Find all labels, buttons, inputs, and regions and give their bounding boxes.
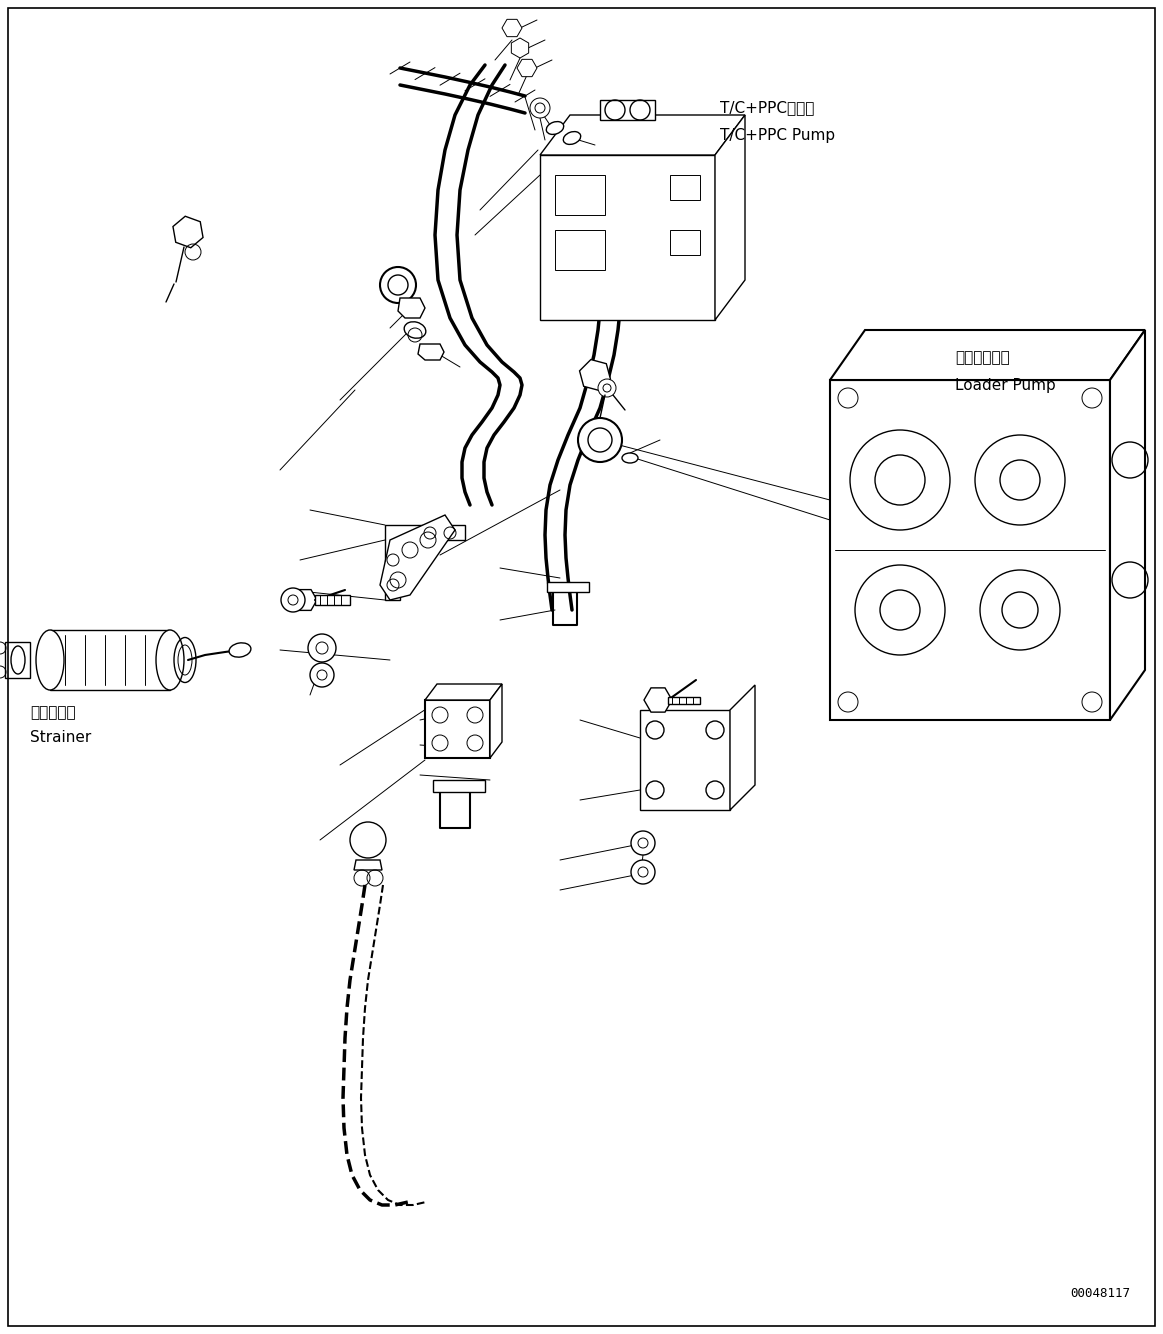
Polygon shape xyxy=(354,860,381,870)
Circle shape xyxy=(350,822,386,858)
Circle shape xyxy=(308,634,336,662)
Bar xyxy=(600,100,655,120)
Circle shape xyxy=(598,379,616,398)
Polygon shape xyxy=(380,515,455,600)
Circle shape xyxy=(632,860,655,884)
Text: ローダポンプ: ローダポンプ xyxy=(955,350,1009,366)
Text: Strainer: Strainer xyxy=(30,730,91,744)
Polygon shape xyxy=(579,360,611,391)
Ellipse shape xyxy=(229,643,251,658)
Polygon shape xyxy=(644,688,672,712)
Polygon shape xyxy=(540,115,745,155)
Ellipse shape xyxy=(547,121,564,135)
Circle shape xyxy=(578,418,622,462)
Polygon shape xyxy=(490,684,502,758)
Ellipse shape xyxy=(622,454,638,463)
Bar xyxy=(668,696,700,704)
Circle shape xyxy=(281,588,305,612)
Circle shape xyxy=(530,97,550,117)
Bar xyxy=(50,630,170,690)
Bar xyxy=(670,229,700,255)
Polygon shape xyxy=(173,216,204,248)
Polygon shape xyxy=(385,526,465,600)
Polygon shape xyxy=(830,329,1146,380)
Circle shape xyxy=(380,267,416,303)
Bar xyxy=(315,595,350,606)
Polygon shape xyxy=(1110,329,1146,720)
Polygon shape xyxy=(424,684,502,700)
Circle shape xyxy=(311,663,334,687)
Ellipse shape xyxy=(405,321,426,339)
Text: T/C+PPC Pump: T/C+PPC Pump xyxy=(720,128,835,143)
Polygon shape xyxy=(730,684,755,810)
Text: 00048117: 00048117 xyxy=(1070,1287,1130,1301)
Bar xyxy=(555,175,605,215)
Bar xyxy=(433,780,485,792)
Polygon shape xyxy=(518,59,537,76)
Ellipse shape xyxy=(36,630,64,690)
Polygon shape xyxy=(293,590,317,611)
Polygon shape xyxy=(512,37,529,57)
Bar xyxy=(5,642,30,678)
Polygon shape xyxy=(640,710,730,810)
Polygon shape xyxy=(502,19,522,36)
Polygon shape xyxy=(398,297,424,317)
Bar xyxy=(540,155,715,320)
Bar xyxy=(547,582,588,592)
Polygon shape xyxy=(715,115,745,320)
Polygon shape xyxy=(418,344,444,360)
Text: T/C+PPCポンプ: T/C+PPCポンプ xyxy=(720,100,814,115)
Bar xyxy=(555,229,605,269)
Text: ストレーナ: ストレーナ xyxy=(30,704,76,720)
Bar xyxy=(830,380,1110,720)
Bar xyxy=(424,700,490,758)
Ellipse shape xyxy=(156,630,184,690)
Circle shape xyxy=(632,831,655,855)
Ellipse shape xyxy=(563,132,580,144)
Text: Loader Pump: Loader Pump xyxy=(955,378,1056,394)
Bar xyxy=(670,175,700,200)
